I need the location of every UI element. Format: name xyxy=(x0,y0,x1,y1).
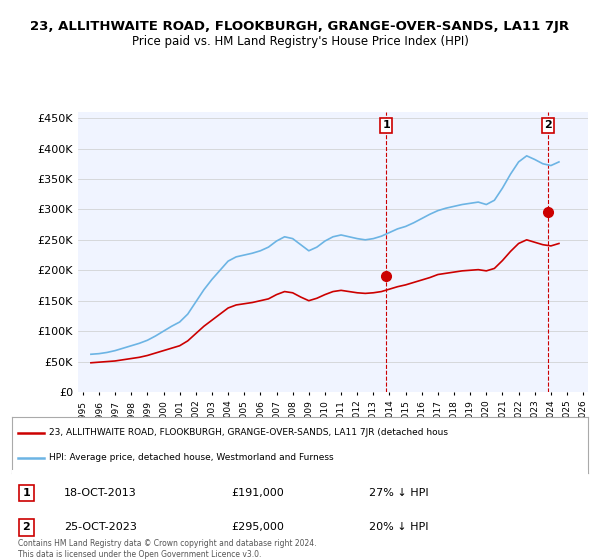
Text: 23, ALLITHWAITE ROAD, FLOOKBURGH, GRANGE-OVER-SANDS, LA11 7JR: 23, ALLITHWAITE ROAD, FLOOKBURGH, GRANGE… xyxy=(31,20,569,32)
Text: 25-OCT-2023: 25-OCT-2023 xyxy=(64,522,137,532)
Text: £295,000: £295,000 xyxy=(231,522,284,532)
Text: 18-OCT-2013: 18-OCT-2013 xyxy=(64,488,137,498)
Text: 27% ↓ HPI: 27% ↓ HPI xyxy=(369,488,429,498)
Text: 1: 1 xyxy=(382,120,390,130)
Text: 23, ALLITHWAITE ROAD, FLOOKBURGH, GRANGE-OVER-SANDS, LA11 7JR (detached hous: 23, ALLITHWAITE ROAD, FLOOKBURGH, GRANGE… xyxy=(49,428,448,437)
Text: Price paid vs. HM Land Registry's House Price Index (HPI): Price paid vs. HM Land Registry's House … xyxy=(131,35,469,48)
Text: 2: 2 xyxy=(544,120,551,130)
Text: 20% ↓ HPI: 20% ↓ HPI xyxy=(369,522,428,532)
Text: Contains HM Land Registry data © Crown copyright and database right 2024.
This d: Contains HM Land Registry data © Crown c… xyxy=(18,539,317,559)
Text: 2: 2 xyxy=(23,522,30,532)
Text: HPI: Average price, detached house, Westmorland and Furness: HPI: Average price, detached house, West… xyxy=(49,453,334,462)
Text: 1: 1 xyxy=(23,488,30,498)
Text: £191,000: £191,000 xyxy=(231,488,284,498)
